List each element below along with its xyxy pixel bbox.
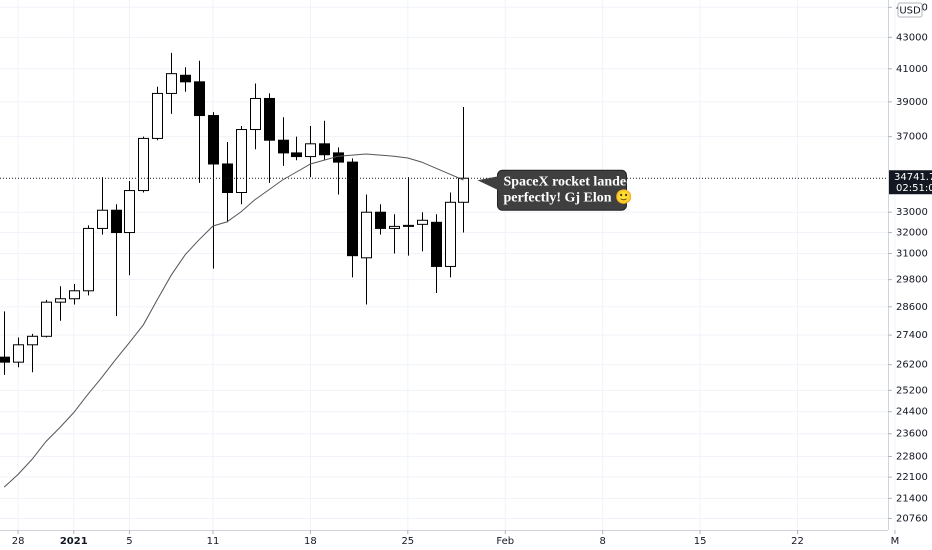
candle-body	[264, 97, 275, 141]
y-tick-label: 29800	[896, 275, 928, 286]
x-tick-label: M	[891, 536, 900, 547]
candle-body	[305, 143, 316, 158]
candle-body	[180, 74, 191, 83]
last-price-label: 34741.73	[894, 172, 932, 183]
candle-body	[250, 97, 261, 131]
candle-body	[97, 209, 108, 229]
y-tick-label: 22100	[896, 472, 928, 483]
candle-body	[319, 143, 330, 156]
y-tick-label: 37000	[896, 132, 928, 143]
candle-body	[417, 219, 428, 225]
candle-body	[347, 161, 358, 257]
currency-box	[897, 2, 923, 18]
candle-body	[236, 129, 247, 193]
candle-body	[445, 201, 456, 267]
y-tick-label: 22800	[896, 452, 928, 463]
candle-body	[194, 81, 205, 117]
candle-body	[138, 137, 149, 192]
moving-average	[3, 153, 464, 488]
x-tick-label: Feb	[496, 536, 514, 547]
currency: USD	[899, 6, 921, 17]
y-tick-label: 27400	[896, 330, 928, 341]
candle-body	[431, 221, 442, 267]
x-tick-label: 22	[791, 536, 804, 547]
candle-body	[0, 356, 10, 363]
x-tick-label: 11	[207, 536, 220, 547]
candle-body	[291, 152, 302, 158]
candle-body	[208, 115, 219, 165]
candle-body	[361, 211, 372, 259]
candle-body	[375, 211, 386, 229]
candle-body	[389, 225, 400, 229]
candle-body	[27, 335, 38, 346]
candle-body	[124, 190, 135, 234]
x-tick-label: 2021	[60, 536, 88, 547]
annotation-text: perfectly! Gj Elon 🙂	[503, 188, 632, 205]
y-tick-label: 25200	[896, 385, 928, 396]
candle-body	[55, 298, 66, 303]
y-tick-label: 21400	[896, 493, 928, 504]
annotation-text: SpaceX rocket landed	[503, 174, 634, 189]
y-tick-label: 31000	[896, 249, 928, 260]
candle-body	[278, 139, 289, 154]
x-tick-label: 15	[694, 536, 707, 547]
candle-body	[13, 344, 24, 363]
y-tick-label: 33000	[896, 207, 928, 218]
y-tick-label: 39000	[896, 97, 928, 108]
x-tick-label: 28	[12, 536, 25, 547]
y-tick-label: 26200	[896, 360, 928, 371]
candle-body	[403, 224, 414, 227]
candle-body	[83, 227, 94, 292]
x-tick-label: 25	[401, 536, 414, 547]
candle-body	[41, 301, 52, 337]
x-tick-label: 18	[304, 536, 317, 547]
candle-body	[69, 290, 80, 300]
annotation-pointer	[477, 176, 499, 191]
last-price-box	[889, 170, 932, 195]
grid	[0, 0, 896, 530]
y-tick-label: 41000	[896, 64, 928, 75]
x-tick-label: 8	[599, 536, 605, 547]
candle-body	[458, 177, 469, 203]
y-tick-label: 43000	[896, 32, 928, 43]
x-tick-label: 5	[126, 536, 132, 547]
y-tick-label: 20760	[896, 513, 928, 524]
candle-body	[166, 73, 177, 94]
annotation-box	[496, 169, 627, 211]
y-tick-label: 28600	[896, 302, 928, 313]
countdown: 02:51:04	[896, 183, 932, 194]
candle-body	[111, 209, 122, 234]
candle-body	[152, 92, 163, 139]
y-tick-label: 32000	[896, 228, 928, 239]
y-tick-label: 24400	[896, 407, 928, 418]
y-tick-label: 23600	[896, 429, 928, 440]
